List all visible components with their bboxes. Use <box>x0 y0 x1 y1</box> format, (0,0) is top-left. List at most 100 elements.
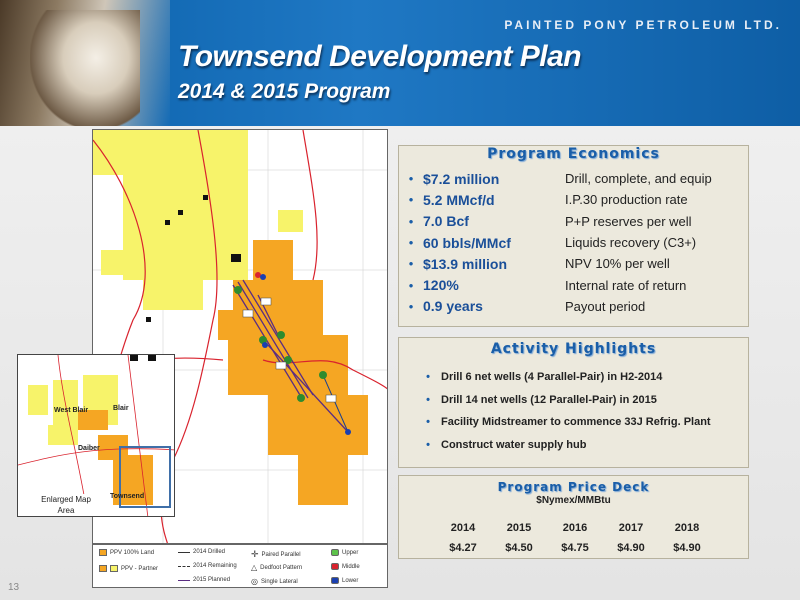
bullet-icon: • <box>408 171 414 187</box>
year-cell: 2016 <box>562 522 588 534</box>
purple-line-icon <box>178 579 190 581</box>
slide-title: Townsend Development Plan <box>178 40 582 73</box>
inset-canvas <box>18 355 174 516</box>
map-canvas <box>93 130 387 543</box>
green-swatch <box>331 549 339 556</box>
year-cell: 2017 <box>618 522 644 534</box>
bullet-icon: • <box>408 213 414 229</box>
blue-swatch <box>331 577 339 584</box>
list-item: • 120% Internal rate of return <box>399 274 748 295</box>
program-economics-panel: Program Economics • $7.2 million Drill, co… <box>398 145 749 327</box>
inset-label-blair: Blair <box>113 405 129 412</box>
activity-text: Facility Midstreamer to commence 33J Ref… <box>441 416 711 429</box>
legend-remaining: 2014 Remaining <box>178 563 237 569</box>
activity-text: Drill 14 net wells (12 Parallel-Pair) in… <box>441 393 657 406</box>
price-cell: $4.75 <box>561 542 589 554</box>
header-banner: PAINTED PONY PETROLEUM LTD. Townsend Dev… <box>0 0 800 126</box>
slide-subtitle: 2014 & 2015 Program <box>178 80 391 103</box>
legend-planned-label: 2015 Planned <box>193 577 231 583</box>
legend-middle-label: Middle <box>342 563 360 570</box>
legend-lower-label: Lower <box>342 577 359 584</box>
list-item: • Facility Midstreamer to commence 33J Re… <box>399 411 748 434</box>
year-cell: 2014 <box>450 522 476 534</box>
list-item: • Drill 14 net wells (12 Parallel-Pair) i… <box>399 389 748 412</box>
legend-upper: Upper <box>331 549 358 556</box>
page-number: 13 <box>8 582 20 593</box>
legend-lower: Lower <box>331 577 358 584</box>
list-item: • $7.2 million Drill, complete, and equip <box>399 168 748 189</box>
legend-remaining-label: 2014 Remaining <box>193 563 237 569</box>
price-deck-unit: $Nymex/MMBtu <box>536 495 611 506</box>
year-cell: 2018 <box>674 522 700 534</box>
economics-heading: Program Economics <box>487 146 660 162</box>
price-cell: $4.90 <box>617 542 645 554</box>
legend-ppv-partner-label: PPV - Partner <box>121 565 159 572</box>
list-item: • $13.9 million NPV 10% per well <box>399 253 748 274</box>
inset-label-townsend: Townsend <box>110 493 145 500</box>
yellow-swatch <box>110 565 118 572</box>
legend-ppv-land-label: PPV 100% Land <box>110 549 155 556</box>
well-markers <box>234 286 327 402</box>
economics-value: 60 bbls/MMcf <box>423 234 511 251</box>
economics-list: • $7.2 million Drill, complete, and equip … <box>399 168 748 317</box>
legend-drilled: 2014 Drilled <box>178 549 225 555</box>
horse-image <box>30 10 140 126</box>
price-table: 2014 2015 2016 2017 2018 $4.27 $4.50 $4.… <box>435 518 735 558</box>
economics-desc: Payout period <box>565 298 646 314</box>
economics-desc: NPV 10% per well <box>565 256 670 272</box>
legend-ppv-partner: PPV - Partner <box>99 565 158 572</box>
bullet-icon: • <box>426 438 430 451</box>
price-deck-panel: Program Price Deck $Nymex/MMBtu 2014 201… <box>398 475 749 559</box>
bullet-icon: • <box>408 192 414 208</box>
economics-desc: I.P.30 production rate <box>565 192 688 208</box>
bullet-icon: • <box>408 298 414 314</box>
bullet-icon: • <box>426 416 430 429</box>
bullet-icon: • <box>408 256 414 272</box>
activity-list: • Drill 6 net wells (4 Parallel-Pair) in … <box>399 366 748 456</box>
price-deck-heading: Program Price Deck <box>497 480 650 494</box>
enlarged-map-callout: Enlarged Map Area <box>38 494 94 516</box>
legend-ppv-land: PPV 100% Land <box>99 549 154 556</box>
inset-label-west-blair: West Blair <box>54 407 89 414</box>
list-item: • 7.0 Bcf P+P reserves per well <box>399 211 748 232</box>
economics-value: 0.9 years <box>423 298 483 315</box>
triangle-icon: △ <box>251 563 258 572</box>
dashed-line-icon <box>178 565 190 567</box>
legend-drilled-label: 2014 Drilled <box>193 549 226 555</box>
legend-single-label: Single Lateral <box>260 578 298 585</box>
list-item: • 0.9 years Payout period <box>399 296 748 317</box>
legend-middle: Middle <box>331 563 360 570</box>
economics-desc: Liquids recovery (C3+) <box>565 235 697 251</box>
economics-value: $7.2 million <box>423 170 500 187</box>
paired-parallel-icon: ✛ <box>251 549 259 559</box>
bullet-icon: • <box>426 371 430 384</box>
activity-text: Drill 6 net wells (4 Parallel-Pair) in H… <box>441 371 663 384</box>
legend-planned: 2015 Planned <box>178 577 230 583</box>
activity-highlights-panel: Activity Highlights • Drill 6 net wells (… <box>398 337 749 468</box>
legend-paired-label: Paired Parallel <box>261 551 301 558</box>
solid-line-icon <box>178 551 190 553</box>
activity-text: Construct water supply hub <box>441 438 587 451</box>
economics-desc: P+P reserves per well <box>565 213 692 229</box>
inset-label-daiber: Daiber <box>78 445 100 452</box>
inset-map: West Blair Blair Daiber Townsend <box>17 354 175 517</box>
company-name: PAINTED PONY PETROLEUM LTD. <box>504 18 782 32</box>
legend-upper-label: Upper <box>342 549 359 556</box>
list-item: • Construct water supply hub <box>399 434 748 457</box>
orange-swatch <box>99 549 107 556</box>
circle-icon: ◎ <box>251 577 258 586</box>
price-years-row: 2014 2015 2016 2017 2018 <box>435 518 735 538</box>
list-item: • 5.2 MMcf/d I.P.30 production rate <box>399 189 748 210</box>
economics-value: 7.0 Bcf <box>423 213 469 230</box>
activity-heading: Activity Highlights <box>490 341 657 357</box>
economics-value: 5.2 MMcf/d <box>423 191 495 208</box>
economics-value: 120% <box>423 277 459 294</box>
legend-paired: ✛ Paired Parallel <box>251 549 301 560</box>
price-values-row: $4.27 $4.50 $4.75 $4.90 $4.90 <box>435 538 735 558</box>
list-item: • Drill 6 net wells (4 Parallel-Pair) in … <box>399 366 748 389</box>
red-swatch <box>331 563 339 570</box>
bullet-icon: • <box>408 277 414 293</box>
map-legend: PPV 100% Land PPV - Partner 2014 Drilled… <box>92 544 388 588</box>
price-cell: $4.50 <box>505 542 533 554</box>
facility-markers <box>146 195 241 322</box>
